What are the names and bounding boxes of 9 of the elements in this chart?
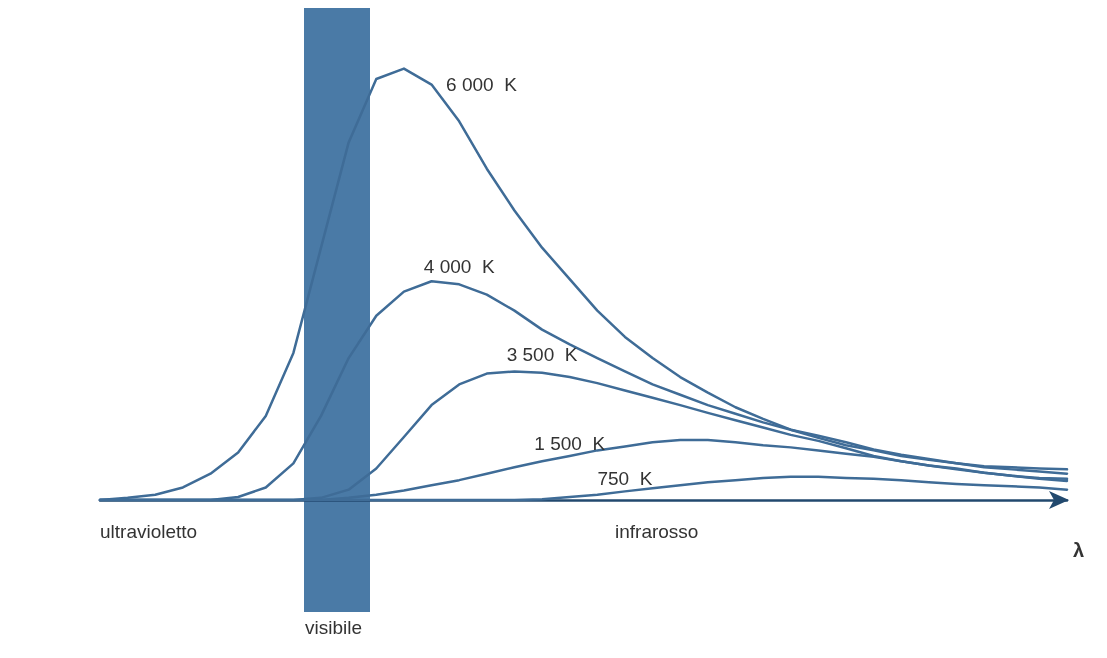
- text: visibile: [305, 617, 363, 638]
- text: ultravioletto: [100, 521, 198, 542]
- series-label: 1 500 K: [534, 432, 606, 454]
- series-label: 6 000 K: [446, 74, 518, 96]
- series-label: 3 500 K: [506, 344, 578, 366]
- series-label: 750 K: [597, 467, 653, 489]
- series-label: 4 000 K: [423, 255, 495, 277]
- x-axis-title: λ: [1073, 539, 1085, 561]
- text: infrarosso: [615, 521, 699, 542]
